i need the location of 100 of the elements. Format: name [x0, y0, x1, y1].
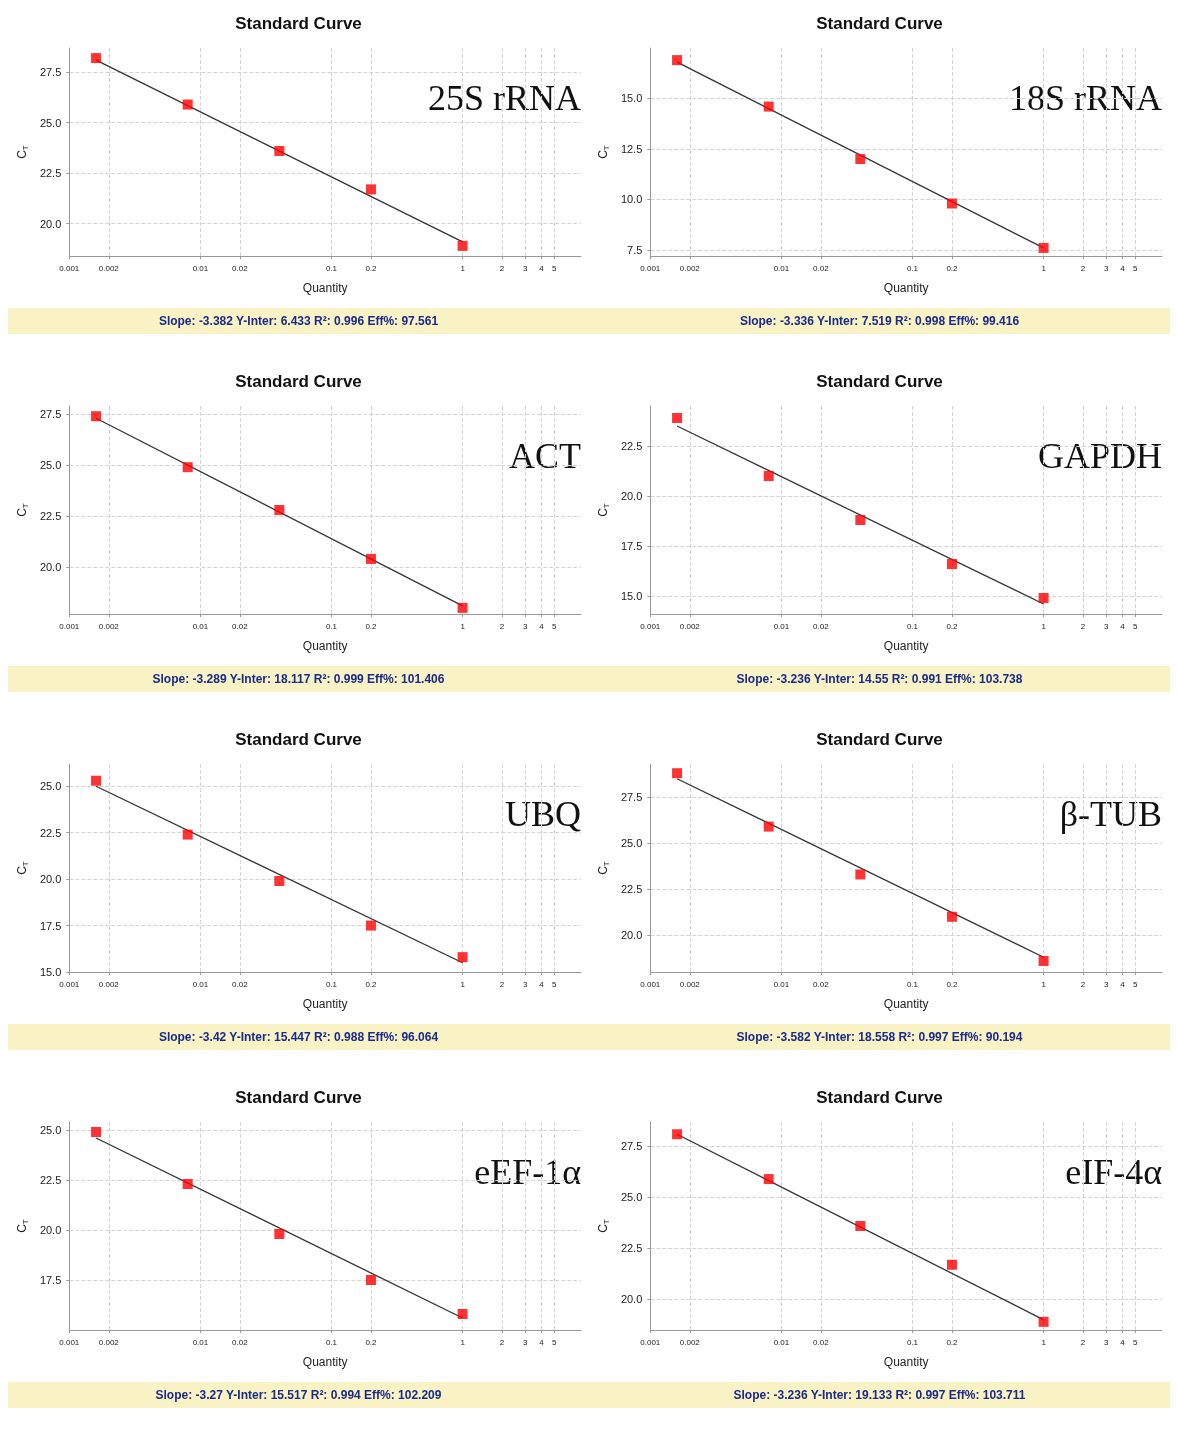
- point: [182, 1179, 193, 1189]
- x-tick-label: 1: [1041, 621, 1047, 631]
- point: [457, 952, 468, 963]
- x-tick-label: 3: [1103, 621, 1109, 631]
- point: [763, 821, 774, 832]
- y-tick-label: 15.0: [620, 590, 643, 602]
- x-tick-label: 0.1: [325, 1337, 338, 1347]
- x-tick-label: 0.02: [232, 979, 249, 989]
- y-tick-label: 20.0: [620, 1293, 643, 1306]
- text: Slope: -3.27 Y-Inter: 15.517 R²: 0.994 Eff%: 102.209: [8, 1382, 589, 1408]
- x-axis-title: Quantity: [302, 639, 348, 653]
- x-tick-label: 0.002: [98, 1337, 120, 1347]
- y-tick-label: 20.0: [39, 561, 62, 574]
- x-tick-label: 0.001: [640, 979, 661, 989]
- y-axis-title: CT: [15, 861, 30, 875]
- point: [274, 1229, 285, 1239]
- x-axis-title: Quantity: [302, 1355, 348, 1369]
- x-tick-label: 0.2: [365, 979, 378, 989]
- point: [855, 515, 866, 525]
- chart-title: Standard Curve: [235, 372, 362, 391]
- x-axis-title: Quantity: [302, 997, 348, 1011]
- x-tick-label: 3: [522, 1337, 528, 1347]
- x-tick-label: 0.02: [813, 263, 830, 273]
- annotation: 18S rRNA: [1008, 78, 1163, 118]
- y-tick-label: 15.0: [620, 92, 643, 105]
- y-tick-label: 27.5: [620, 791, 643, 804]
- x-axis-title: Quantity: [302, 281, 348, 295]
- x-tick-label: 5: [1133, 979, 1139, 989]
- point: [182, 99, 193, 110]
- x-tick-label: 0.001: [59, 1337, 80, 1347]
- y-tick-label: 22.5: [620, 440, 643, 452]
- chart-title: Standard Curve: [816, 1088, 943, 1107]
- y-tick-label: 12.5: [620, 142, 643, 155]
- point: [1038, 1316, 1049, 1327]
- y-tick-label: 22.5: [39, 826, 62, 839]
- x-tick-label: 4: [539, 1337, 545, 1347]
- point: [672, 413, 683, 423]
- x-tick-label: 4: [539, 979, 545, 989]
- point: [946, 1259, 957, 1270]
- text: Slope: -3.236 Y-Inter: 19.133 R²: 0.997 Eff%: 103.711: [589, 1382, 1170, 1408]
- point: [457, 240, 468, 251]
- chart-title: Standard Curve: [235, 730, 362, 749]
- x-tick-label: 2: [1080, 979, 1086, 989]
- x-tick-label: 0.2: [946, 621, 959, 631]
- x-tick-label: 0.1: [325, 979, 338, 989]
- annotation: β-TUB: [1059, 794, 1163, 834]
- x-axis-title: Quantity: [883, 281, 929, 295]
- annotation: ACT: [509, 436, 582, 476]
- x-tick-label: 0.001: [640, 1337, 661, 1347]
- point: [763, 1174, 774, 1185]
- y-tick-label: 25.0: [39, 459, 62, 472]
- point: [672, 1129, 683, 1140]
- x-tick-label: 4: [539, 621, 545, 631]
- x-tick-label: 2: [499, 263, 505, 273]
- x-tick-label: 0.01: [192, 621, 209, 631]
- point: [672, 55, 683, 66]
- x-tick-label: 3: [1103, 1337, 1109, 1347]
- text: Slope: -3.382 Y-Inter: 6.433 R²: 0.996 Eff%: 97.561: [8, 308, 589, 334]
- x-tick-label: 0.2: [365, 621, 378, 631]
- text: Slope: -3.289 Y-Inter: 18.117 R²: 0.999 Eff%: 101.406: [8, 666, 589, 692]
- y-tick-label: 27.5: [39, 66, 62, 79]
- y-axis-title: CT: [596, 861, 611, 875]
- x-tick-label: 0.001: [640, 263, 661, 273]
- y-tick-label: 27.5: [620, 1140, 643, 1153]
- x-tick-label: 0.1: [325, 621, 338, 631]
- x-tick-label: 0.001: [640, 621, 661, 631]
- x-tick-label: 0.01: [773, 621, 790, 631]
- x-axis-title: Quantity: [883, 639, 929, 653]
- point: [763, 101, 774, 112]
- point: [946, 559, 957, 569]
- x-tick-label: 1: [1041, 1337, 1047, 1347]
- x-tick-label: 0.1: [906, 1337, 919, 1347]
- point: [763, 471, 774, 481]
- annotation: 25S rRNA: [427, 78, 582, 118]
- text: Slope: -3.336 Y-Inter: 7.519 R²: 0.998 Eff%: 99.416: [589, 308, 1170, 334]
- x-tick-label: 0.02: [232, 1337, 249, 1347]
- x-tick-label: 0.1: [906, 979, 919, 989]
- chart-title: Standard Curve: [816, 730, 943, 749]
- point: [946, 911, 957, 922]
- x-tick-label: 0.01: [773, 1337, 790, 1347]
- x-tick-label: 5: [1133, 621, 1139, 631]
- point: [457, 602, 468, 613]
- x-tick-label: 1: [460, 979, 466, 989]
- x-tick-label: 0.001: [59, 621, 80, 631]
- y-tick-label: 20.0: [39, 217, 62, 230]
- x-tick-label: 5: [1133, 1337, 1139, 1347]
- point: [274, 145, 285, 156]
- y-tick-label: 10.0: [620, 193, 643, 206]
- x-tick-label: 5: [552, 1337, 558, 1347]
- chart-title: Standard Curve: [816, 14, 943, 33]
- x-tick-label: 0.002: [679, 263, 701, 273]
- y-tick-label: 17.5: [620, 540, 643, 552]
- x-tick-label: 0.02: [232, 621, 249, 631]
- annotation: GAPDH: [1037, 436, 1162, 476]
- x-tick-label: 3: [1103, 263, 1109, 273]
- point: [274, 876, 285, 886]
- point: [1038, 955, 1049, 966]
- x-tick-label: 0.2: [946, 263, 959, 273]
- y-axis-title: CT: [596, 145, 611, 159]
- y-axis-title: CT: [15, 1219, 30, 1233]
